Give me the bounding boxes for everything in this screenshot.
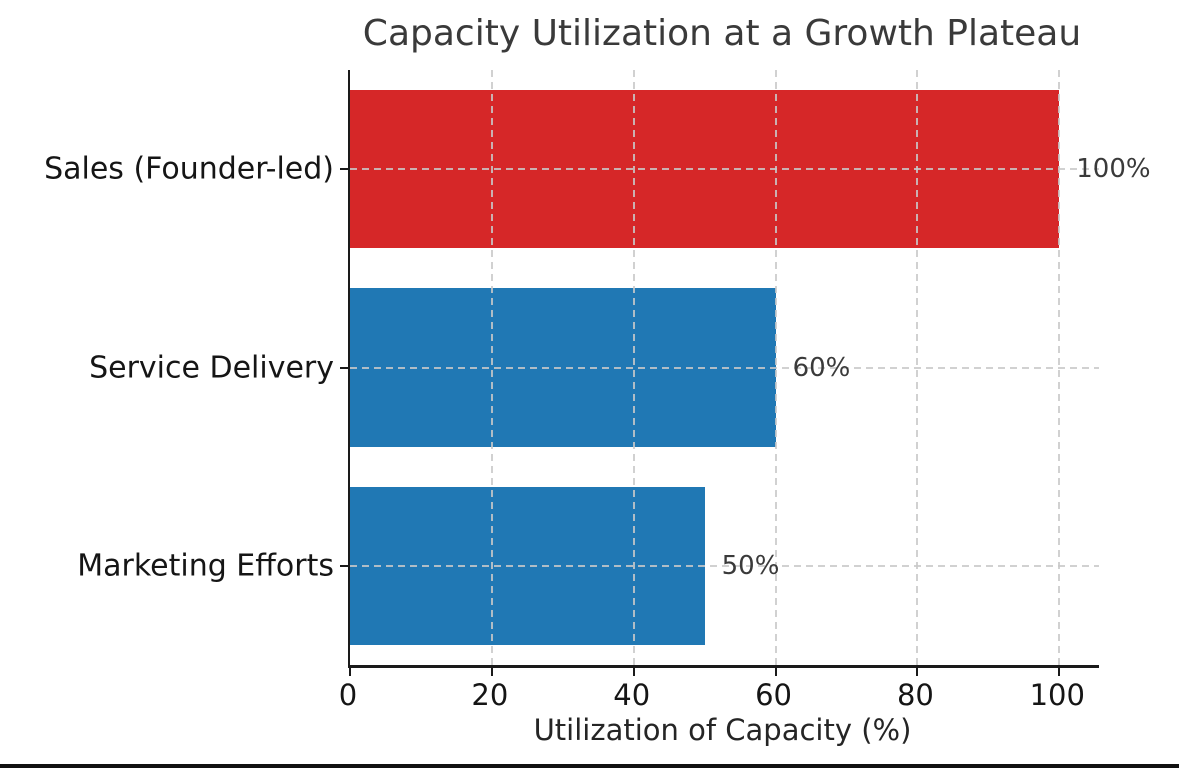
horizontal-gridline [350, 564, 1099, 567]
x-tick-label-60: 60 [755, 678, 793, 712]
y-tick-mark [340, 168, 348, 171]
category-label-sales-founder-led: Sales (Founder-led) [44, 151, 334, 187]
bar-value-label-service: 60% [792, 352, 851, 383]
x-tick-mark [916, 668, 919, 676]
y-tick-mark [340, 564, 348, 567]
bar-value-label-sales: 100% [1076, 154, 1151, 185]
category-label-marketing-efforts: Marketing Efforts [77, 548, 334, 584]
chart-title: Capacity Utilization at a Growth Plateau [362, 13, 1082, 54]
x-tick-label-80: 80 [896, 678, 934, 712]
x-tick-label-20: 20 [471, 678, 509, 712]
y-tick-mark [340, 366, 348, 369]
x-tick-mark [1058, 668, 1061, 676]
x-tick-mark [632, 668, 635, 676]
x-tick-label-100: 100 [1029, 678, 1085, 712]
x-axis-tick-labels: 0 20 40 60 80 100 [339, 678, 1097, 714]
horizontal-gridline [350, 366, 1099, 369]
x-tick-label-40: 40 [613, 678, 651, 712]
x-tick-label-0: 0 [338, 678, 358, 712]
x-tick-mark [349, 668, 351, 676]
x-axis-title: Utilization of Capacity (%) [533, 713, 912, 747]
horizontal-gridline [350, 168, 1099, 171]
bar-value-label-marketing: 50% [721, 550, 780, 581]
plot-area: 100% 60% 50% [340, 70, 1151, 676]
x-tick-mark [490, 668, 493, 676]
figure-bottom-border [0, 764, 1179, 768]
x-tick-mark [774, 668, 777, 676]
category-label-service-delivery: Service Delivery [89, 350, 334, 385]
